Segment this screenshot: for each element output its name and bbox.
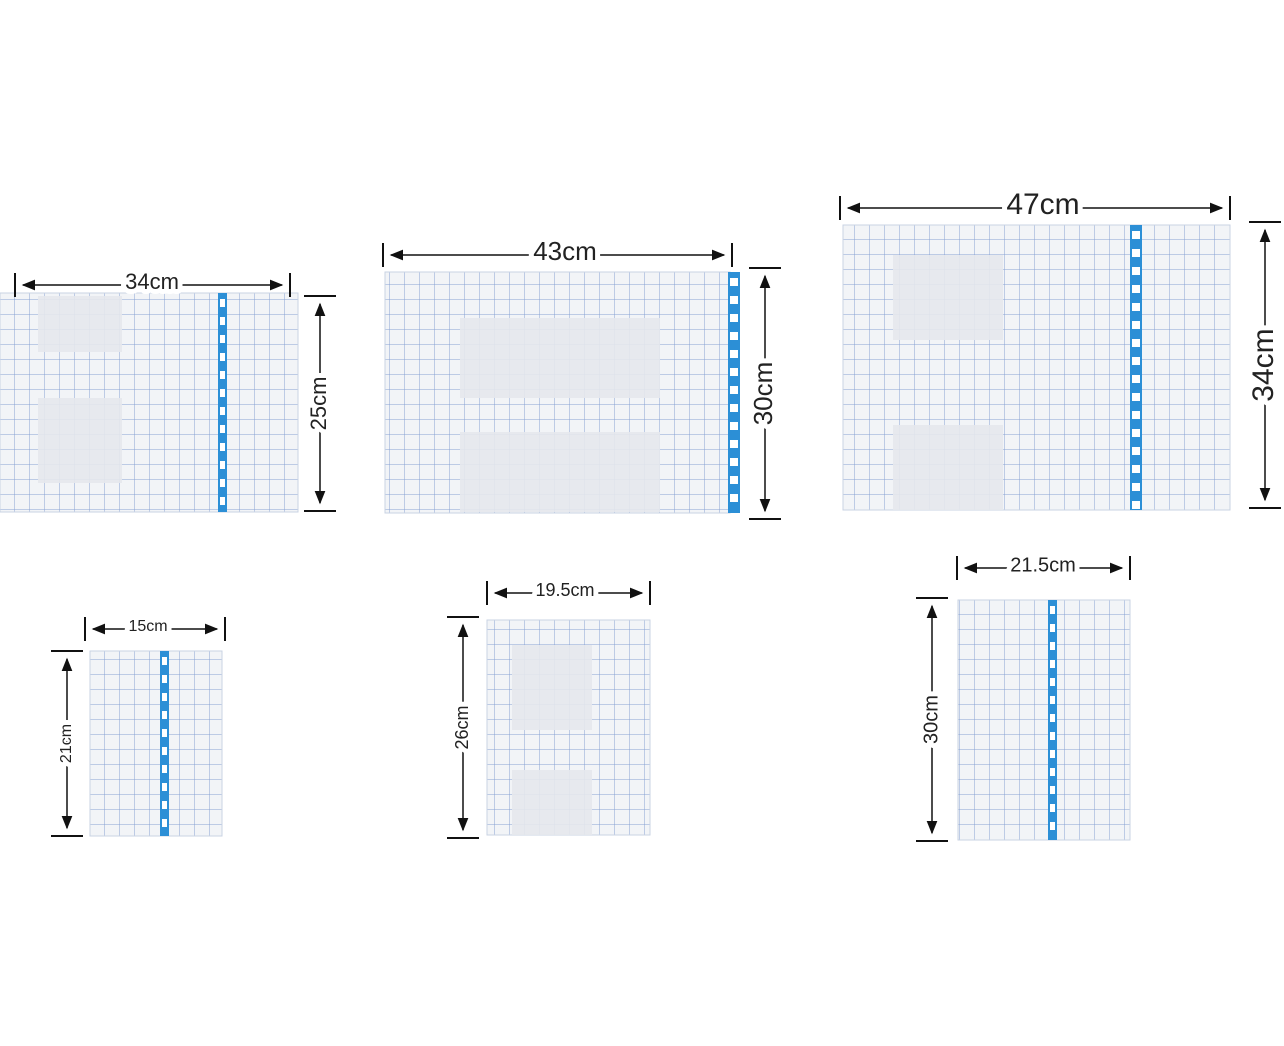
sheet: [842, 224, 1231, 511]
ruler-cell: [162, 747, 167, 755]
sheet: [957, 599, 1131, 841]
ruler-cell: [1132, 285, 1140, 293]
instruction-panel: [512, 770, 592, 835]
ruler-cell: [220, 479, 225, 487]
ruler-cell: [730, 368, 738, 376]
width-label: 19.5cm: [535, 580, 594, 600]
width-label: 15cm: [128, 618, 167, 635]
ruler-cell: [730, 314, 738, 322]
ruler-cell: [730, 296, 738, 304]
ruler-cell: [220, 389, 225, 397]
ruler-cell: [220, 335, 225, 343]
ruler-cell: [1132, 429, 1140, 437]
ruler-cell: [1050, 804, 1055, 812]
ruler-cell: [162, 819, 167, 827]
ruler-cell: [730, 476, 738, 484]
sheet: [384, 271, 740, 514]
height-label: 25cm: [306, 377, 331, 431]
ruler-cell: [220, 317, 225, 325]
sheet-grid: [89, 650, 223, 837]
ruler-cell: [730, 458, 738, 466]
ruler-cell: [1132, 501, 1140, 509]
ruler-cell: [1050, 714, 1055, 722]
ruler-cell: [1132, 267, 1140, 275]
ruler-cell: [730, 386, 738, 394]
ruler-cell: [1132, 321, 1140, 329]
ruler-cell: [1050, 642, 1055, 650]
width-label: 34cm: [125, 269, 179, 294]
instruction-panel: [460, 432, 660, 512]
height-label: 30cm: [920, 695, 942, 744]
ruler-cell: [162, 657, 167, 665]
instruction-panel: [38, 398, 122, 483]
ruler-cell: [1132, 483, 1140, 491]
ruler-cell: [730, 350, 738, 358]
ruler-cell: [730, 422, 738, 430]
instruction-panel: [38, 296, 122, 352]
ruler-cell: [730, 404, 738, 412]
ruler-cell: [220, 407, 225, 415]
instruction-panel: [893, 425, 1003, 510]
ruler-cell: [1132, 447, 1140, 455]
ruler-cell: [1050, 768, 1055, 776]
ruler-cell: [220, 461, 225, 469]
ruler-cell: [1132, 357, 1140, 365]
ruler-cell: [730, 440, 738, 448]
height-label: 34cm: [1247, 328, 1280, 401]
ruler-cell: [220, 371, 225, 379]
ruler-cell: [730, 332, 738, 340]
ruler-cell: [220, 497, 225, 505]
ruler-cell: [220, 425, 225, 433]
ruler-cell: [162, 765, 167, 773]
ruler-cell: [1050, 732, 1055, 740]
ruler-cell: [1132, 375, 1140, 383]
ruler-cell: [162, 675, 167, 683]
ruler-cell: [1050, 750, 1055, 758]
width-label: 21.5cm: [1010, 554, 1076, 576]
ruler-cell: [162, 711, 167, 719]
sheet: [89, 650, 223, 837]
width-label: 47cm: [1006, 188, 1079, 221]
ruler-cell: [162, 693, 167, 701]
instruction-panel: [893, 255, 1003, 340]
sheet-grid: [957, 599, 1131, 841]
ruler-cell: [1132, 411, 1140, 419]
ruler-cell: [1132, 393, 1140, 401]
ruler-cell: [220, 353, 225, 361]
ruler-strip: [1130, 225, 1142, 510]
ruler-cell: [1050, 786, 1055, 794]
ruler-cell: [1132, 465, 1140, 473]
sheet: [486, 619, 651, 836]
ruler-cell: [730, 278, 738, 286]
ruler-cell: [1050, 624, 1055, 632]
ruler-cell: [162, 783, 167, 791]
ruler-cell: [162, 801, 167, 809]
width-label: 43cm: [533, 236, 597, 266]
ruler-cell: [162, 729, 167, 737]
ruler-cell: [1132, 339, 1140, 347]
ruler-strip: [160, 651, 169, 836]
sheet: [0, 292, 299, 513]
ruler-cell: [1050, 696, 1055, 704]
ruler-cell: [1050, 660, 1055, 668]
ruler-cell: [730, 494, 738, 502]
ruler-cell: [1132, 231, 1140, 239]
instruction-panel: [512, 645, 592, 730]
ruler-cell: [1132, 249, 1140, 257]
ruler-cell: [1050, 678, 1055, 686]
instruction-panel: [460, 318, 660, 398]
ruler-cell: [1132, 303, 1140, 311]
height-label: 21cm: [58, 724, 75, 763]
height-label: 26cm: [452, 705, 472, 749]
ruler-strip: [218, 293, 227, 512]
ruler-cell: [220, 299, 225, 307]
ruler-cell: [1050, 606, 1055, 614]
height-label: 30cm: [748, 362, 778, 426]
ruler-cell: [220, 443, 225, 451]
ruler-cell: [1050, 822, 1055, 830]
